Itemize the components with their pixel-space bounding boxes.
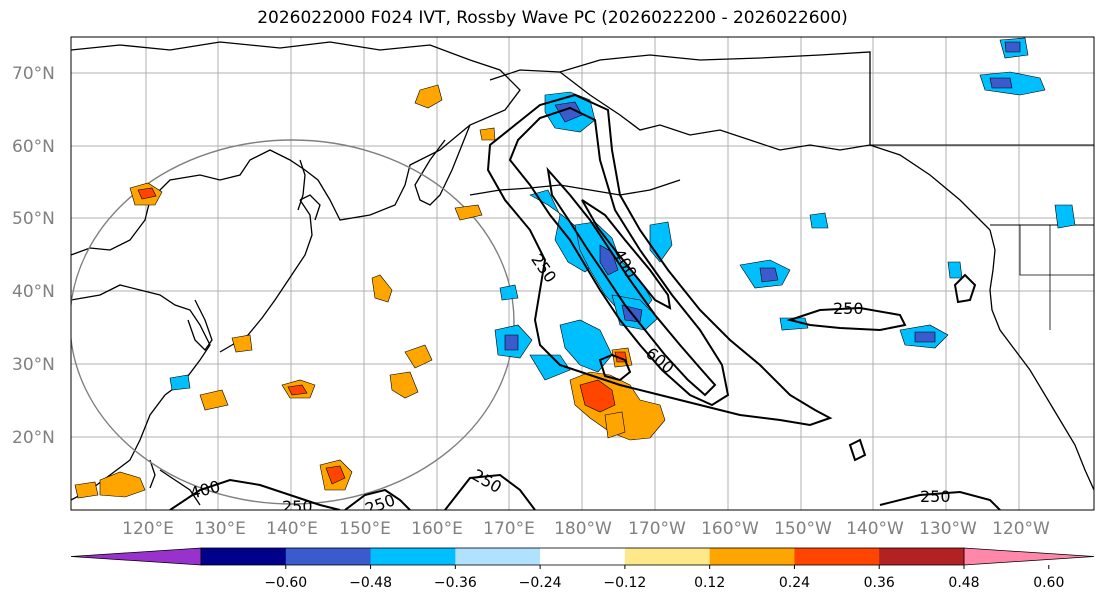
lon-label: 120°W — [992, 519, 1050, 539]
colorbar-tick-label: −0.36 — [434, 575, 477, 591]
lon-label: 160°E — [411, 519, 463, 539]
lat-label: 30°N — [12, 355, 55, 375]
longitude-labels: 120°E 130°E 140°E 150°E 160°E 170°E 180°… — [122, 519, 1050, 539]
colorbar-tick-label: −0.24 — [519, 575, 562, 591]
contour-label: 250 — [282, 497, 313, 516]
lon-label: 150°E — [339, 519, 391, 539]
latitude-labels: 70°N 60°N 50°N 40°N 30°N 20°N — [12, 64, 55, 448]
colorbar-tick-label: 0.12 — [694, 575, 725, 591]
colorbar-tick-label: 0.60 — [1033, 575, 1064, 591]
colorbar-segment — [455, 548, 541, 565]
lon-label: 120°E — [122, 519, 174, 539]
negative-ivt-anomalies — [169, 37, 1076, 391]
analysis-circle — [71, 139, 515, 505]
contour-label: 250 — [833, 299, 864, 318]
colorbar-extend-high — [963, 547, 1095, 566]
coastlines — [71, 41, 1094, 506]
colorbar-segment — [370, 548, 456, 565]
colorbar-segment — [879, 548, 965, 565]
lon-label: 150°W — [774, 519, 832, 539]
gridlines — [71, 37, 1094, 510]
colorbar-segment — [709, 548, 795, 565]
colorbar-segment — [201, 548, 287, 565]
lon-label: 130°W — [919, 519, 977, 539]
lon-label: 160°W — [701, 519, 759, 539]
ivt-contours — [169, 93, 1001, 510]
colorbar-tick-label: 0.36 — [864, 575, 895, 591]
contour-label: 250 — [920, 487, 951, 506]
colorbar-extend-low — [70, 547, 202, 566]
colorbar-tick-label: −0.60 — [264, 575, 307, 591]
lat-label: 70°N — [12, 64, 55, 84]
positive-ivt-anomalies — [74, 84, 666, 499]
colorbar-segment — [624, 548, 711, 565]
lon-label: 140°W — [846, 519, 904, 539]
lon-label: 170°E — [483, 519, 535, 539]
lon-label: 140°E — [266, 519, 318, 539]
colorbar: −0.60 −0.48 −0.36 −0.24 −0.12 0.12 0.24 0.36 0.4… — [70, 547, 1095, 591]
colorbar-tick-label: 0.24 — [779, 575, 810, 591]
colorbar-frame — [200, 547, 965, 566]
lat-label: 60°N — [12, 137, 55, 157]
lat-label: 40°N — [12, 282, 55, 302]
lon-label: 130°E — [194, 519, 246, 539]
colorbar-segment — [540, 548, 626, 565]
colorbar-tick-label: −0.12 — [603, 575, 646, 591]
lon-label: 180°W — [554, 519, 612, 539]
colorbar-tick-label: 0.48 — [948, 575, 979, 591]
colorbar-segment — [285, 548, 372, 565]
map-frame — [70, 36, 1095, 511]
colorbar-segment — [794, 548, 880, 565]
colorbar-tick-label: −0.48 — [349, 575, 392, 591]
map-title: 2026022000 F024 IVT, Rossby Wave PC (202… — [257, 8, 848, 28]
lon-label: 170°W — [628, 519, 686, 539]
lat-label: 50°N — [12, 209, 55, 229]
lat-label: 20°N — [12, 428, 55, 448]
